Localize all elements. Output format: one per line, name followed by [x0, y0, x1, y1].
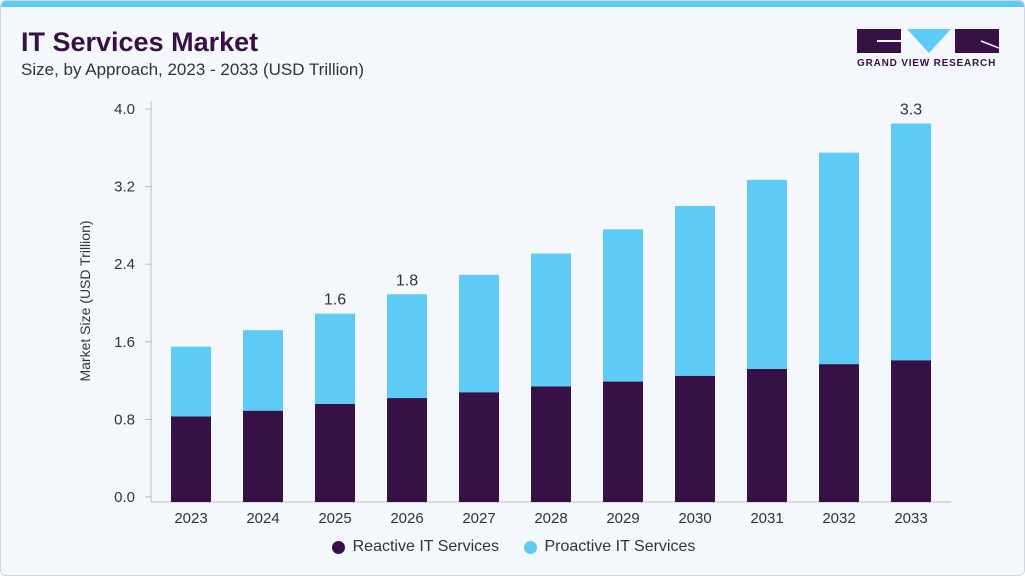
bar-reactive-2029: [603, 381, 643, 502]
data-label: 1.8: [396, 272, 418, 289]
y-tick-label: 0.8: [114, 411, 135, 428]
y-tick-label: 0.0: [114, 489, 135, 506]
y-tick-label: 2.4: [114, 256, 135, 273]
bar-reactive-2024: [243, 410, 283, 502]
x-tick-label: 2024: [246, 510, 279, 527]
bar-proactive-2024: [243, 330, 283, 411]
bar-reactive-2031: [747, 368, 787, 502]
legend-label: Proactive IT Services: [544, 538, 696, 555]
bar-proactive-2026: [387, 294, 427, 399]
bar-proactive-2025: [315, 313, 355, 404]
bar-reactive-2023: [171, 416, 211, 502]
legend-swatch-proactive: [523, 540, 537, 554]
legend: Reactive IT Services Proactive IT Servic…: [1, 538, 1024, 559]
x-tick-label: 2030: [678, 510, 711, 527]
legend-item-reactive: Reactive IT Services: [331, 538, 500, 556]
bar-reactive-2033: [891, 360, 931, 502]
legend-label: Reactive IT Services: [352, 538, 500, 555]
legend-swatch-reactive: [331, 540, 345, 554]
bar-proactive-2027: [459, 274, 499, 393]
bar-reactive-2027: [459, 392, 499, 502]
x-tick-label: 2029: [606, 510, 639, 527]
x-tick-label: 2032: [822, 510, 855, 527]
y-tick-label: 4.0: [114, 101, 135, 118]
x-tick-label: 2025: [318, 510, 351, 527]
x-tick-label: 2027: [462, 510, 495, 527]
logo-text: GRAND VIEW RESEARCH: [857, 58, 997, 69]
bar-proactive-2031: [747, 179, 787, 369]
chart-title: IT Services Market: [21, 27, 259, 57]
y-axis-title: Market Size (USD Trillion): [77, 220, 93, 381]
y-tick-label: 3.2: [114, 179, 135, 196]
x-tick-label: 2031: [750, 510, 783, 527]
bar-reactive-2030: [675, 375, 715, 502]
bar-proactive-2029: [603, 229, 643, 382]
bar-reactive-2026: [387, 398, 427, 502]
chart-subtitle: Size, by Approach, 2023 - 2033 (USD Tril…: [21, 60, 365, 79]
x-tick-label: 2026: [390, 510, 423, 527]
bar-reactive-2032: [819, 364, 859, 502]
bar-proactive-2032: [819, 152, 859, 365]
bar-proactive-2033: [891, 123, 931, 361]
bar-proactive-2030: [675, 206, 715, 376]
x-tick-label: 2028: [534, 510, 567, 527]
accent-strip: [1, 1, 1024, 7]
y-tick-label: 1.6: [114, 334, 135, 351]
data-label: 1.6: [324, 292, 346, 309]
x-tick-label: 2033: [894, 510, 927, 527]
bar-reactive-2028: [531, 386, 571, 502]
bar-reactive-2025: [315, 403, 355, 502]
x-tick-label: 2023: [174, 510, 207, 527]
bar-proactive-2023: [171, 346, 211, 417]
data-label: 3.3: [900, 102, 922, 119]
bar-proactive-2028: [531, 253, 571, 387]
legend-item-proactive: Proactive IT Services: [523, 538, 696, 556]
grand-view-research-logo: [857, 29, 999, 53]
